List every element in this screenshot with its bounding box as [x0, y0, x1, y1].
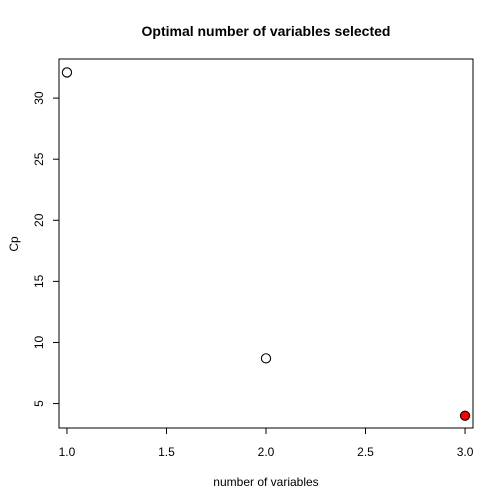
x-tick-label: 2.5	[357, 445, 374, 459]
data-points	[62, 68, 469, 421]
highlighted-data-point	[460, 411, 469, 420]
data-point	[62, 68, 71, 77]
y-tick-label: 5	[32, 400, 46, 407]
y-axis: 5 10 15 20 25 30	[32, 91, 59, 407]
y-tick-label: 25	[32, 152, 46, 166]
x-axis-label: number of variables	[213, 475, 318, 489]
x-tick-label: 3.0	[457, 445, 474, 459]
chart-title: Optimal number of variables selected	[142, 23, 391, 39]
x-tick-label: 1.0	[59, 445, 76, 459]
x-tick-label: 2.0	[258, 445, 275, 459]
data-point	[261, 354, 270, 363]
plot-area-border	[59, 59, 473, 428]
y-tick-label: 20	[32, 213, 46, 227]
x-axis: 1.0 1.5 2.0 2.5 3.0	[59, 428, 474, 459]
y-tick-label: 15	[32, 274, 46, 288]
y-tick-label: 30	[32, 91, 46, 105]
y-tick-label: 10	[32, 335, 46, 349]
y-axis-label: Cp	[7, 236, 21, 252]
x-tick-label: 1.5	[158, 445, 175, 459]
